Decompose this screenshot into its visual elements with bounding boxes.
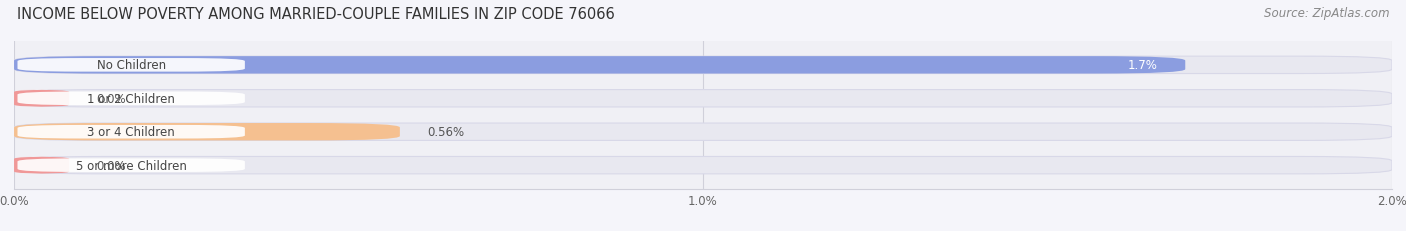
Text: Source: ZipAtlas.com: Source: ZipAtlas.com — [1264, 7, 1389, 20]
Text: 3 or 4 Children: 3 or 4 Children — [87, 126, 176, 139]
Text: 0.0%: 0.0% — [97, 159, 127, 172]
FancyBboxPatch shape — [17, 92, 245, 106]
Text: 0.56%: 0.56% — [427, 126, 464, 139]
FancyBboxPatch shape — [14, 124, 1392, 141]
Text: 1.7%: 1.7% — [1128, 59, 1157, 72]
FancyBboxPatch shape — [14, 157, 1392, 174]
FancyBboxPatch shape — [17, 125, 245, 139]
FancyBboxPatch shape — [17, 59, 245, 72]
Text: INCOME BELOW POVERTY AMONG MARRIED-COUPLE FAMILIES IN ZIP CODE 76066: INCOME BELOW POVERTY AMONG MARRIED-COUPL… — [17, 7, 614, 22]
FancyBboxPatch shape — [14, 157, 69, 174]
FancyBboxPatch shape — [14, 90, 1392, 107]
Text: 1 or 2 Children: 1 or 2 Children — [87, 92, 176, 105]
FancyBboxPatch shape — [17, 159, 245, 172]
Text: 0.0%: 0.0% — [97, 92, 127, 105]
Text: No Children: No Children — [97, 59, 166, 72]
FancyBboxPatch shape — [14, 124, 399, 141]
FancyBboxPatch shape — [14, 57, 1392, 74]
Text: 5 or more Children: 5 or more Children — [76, 159, 187, 172]
FancyBboxPatch shape — [14, 90, 69, 107]
FancyBboxPatch shape — [14, 57, 1185, 74]
